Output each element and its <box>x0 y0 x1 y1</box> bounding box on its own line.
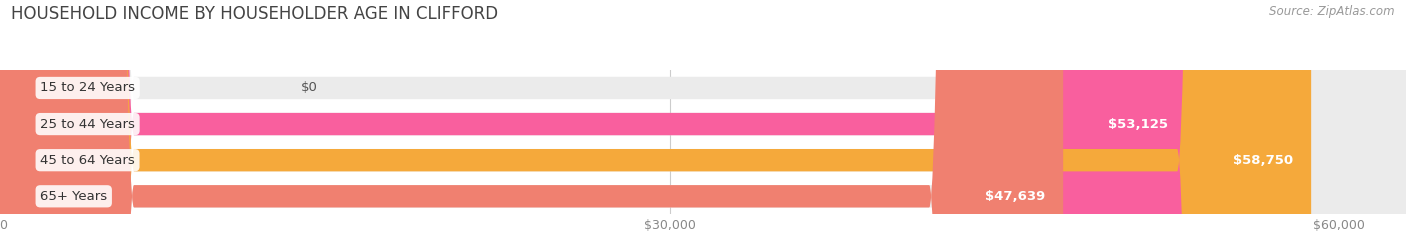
Text: $53,125: $53,125 <box>1108 118 1168 130</box>
Text: Source: ZipAtlas.com: Source: ZipAtlas.com <box>1270 5 1395 18</box>
Text: HOUSEHOLD INCOME BY HOUSEHOLDER AGE IN CLIFFORD: HOUSEHOLD INCOME BY HOUSEHOLDER AGE IN C… <box>11 5 498 23</box>
Text: 65+ Years: 65+ Years <box>41 190 107 203</box>
Text: $47,639: $47,639 <box>986 190 1045 203</box>
Text: $58,750: $58,750 <box>1233 154 1294 167</box>
Text: 25 to 44 Years: 25 to 44 Years <box>41 118 135 130</box>
FancyBboxPatch shape <box>0 0 1063 233</box>
Text: 45 to 64 Years: 45 to 64 Years <box>41 154 135 167</box>
FancyBboxPatch shape <box>0 0 1312 233</box>
Text: 15 to 24 Years: 15 to 24 Years <box>41 82 135 94</box>
Text: $0: $0 <box>301 82 318 94</box>
FancyBboxPatch shape <box>0 0 1185 233</box>
